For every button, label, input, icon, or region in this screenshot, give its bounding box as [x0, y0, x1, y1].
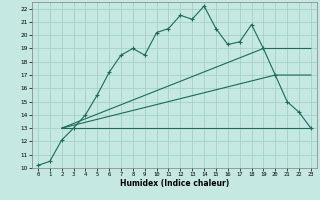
X-axis label: Humidex (Indice chaleur): Humidex (Indice chaleur): [120, 179, 229, 188]
